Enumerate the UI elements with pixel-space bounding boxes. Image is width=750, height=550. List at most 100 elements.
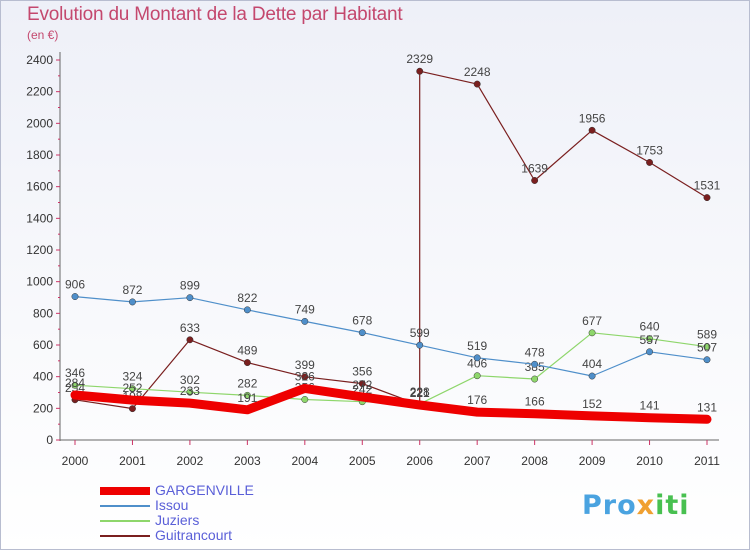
data-label: 152: [582, 397, 602, 411]
data-label: 489: [237, 344, 257, 358]
x-tick-label: 2008: [521, 454, 548, 468]
data-point: [646, 335, 653, 343]
data-label: 282: [237, 376, 257, 390]
data-label: 176: [467, 393, 487, 407]
y-tick-label: 0: [46, 433, 53, 447]
data-point: [129, 385, 136, 393]
legend-swatch: [100, 487, 150, 495]
series-line-guitrancourt: [74, 70, 708, 410]
data-label: 233: [180, 384, 200, 398]
x-tick-label: 2011: [694, 454, 720, 468]
y-tick-label: 1000: [26, 275, 53, 289]
data-point: [588, 329, 596, 337]
data-label: 399: [295, 358, 315, 372]
data-label: 899: [180, 279, 200, 293]
data-point: [703, 194, 711, 202]
data-point: [243, 359, 251, 367]
data-label: 1639: [521, 161, 548, 175]
data-point: [301, 396, 309, 403]
data-label: 507: [697, 341, 717, 355]
data-point: [416, 341, 424, 349]
data-label: 589: [697, 328, 717, 342]
data-label: 141: [640, 399, 660, 413]
data-label: 404: [582, 357, 602, 371]
data-point: [358, 380, 366, 388]
data-point: [588, 372, 596, 380]
x-tick-label: 2007: [464, 454, 491, 468]
data-label: 324: [122, 370, 142, 384]
data-label: 221: [410, 386, 430, 400]
x-tick-label: 2000: [62, 454, 89, 468]
y-tick-label: 600: [33, 338, 53, 352]
data-point: [71, 293, 79, 300]
data-label: 822: [237, 291, 257, 305]
data-label: 166: [525, 395, 545, 409]
data-point: [531, 177, 539, 184]
y-tick-label: 1800: [26, 148, 53, 162]
chart-subtitle: (en €): [27, 28, 59, 42]
data-label: 557: [640, 333, 660, 347]
data-label: 1753: [636, 143, 663, 157]
y-tick-label: 400: [33, 370, 53, 384]
data-label: 633: [180, 321, 200, 335]
legend-swatch: [100, 505, 150, 507]
y-tick-label: 2400: [26, 53, 53, 67]
data-point: [646, 348, 653, 356]
data-label: 406: [467, 357, 487, 371]
data-point: [186, 336, 194, 344]
data-point: [531, 375, 539, 383]
data-point: [358, 329, 366, 337]
x-tick-label: 2005: [349, 454, 376, 468]
y-tick-label: 1600: [26, 180, 53, 194]
x-tick-label: 2004: [291, 454, 318, 468]
data-label: 478: [525, 345, 545, 359]
y-tick-label: 800: [33, 306, 53, 320]
data-point: [186, 388, 194, 396]
data-point: [646, 158, 653, 166]
series-line-gargenville: [70, 383, 712, 424]
x-tick-label: 2003: [234, 454, 261, 468]
legend-label: Guitrancourt: [155, 527, 233, 543]
data-label: 906: [65, 278, 85, 292]
legend-label: Juziers: [155, 512, 200, 528]
data-point: [129, 405, 136, 413]
legend-label: GARGENVILLE: [155, 482, 254, 498]
data-label: 1956: [579, 111, 606, 125]
data-label: 228: [410, 385, 430, 399]
chart-title: Evolution du Montant de la Dette par Hab…: [27, 4, 403, 25]
data-point: [301, 317, 309, 325]
data-label: 640: [640, 320, 660, 334]
data-label: 284: [65, 376, 85, 390]
data-point: [416, 67, 424, 75]
data-label: 519: [467, 339, 487, 353]
data-label: 252: [122, 381, 142, 395]
x-tick-label: 2009: [579, 454, 606, 468]
data-point: [243, 391, 251, 399]
data-label: 1531: [694, 179, 721, 193]
data-point: [473, 372, 481, 380]
y-tick-label: 1200: [26, 243, 53, 257]
data-label: 677: [582, 314, 602, 328]
data-point: [301, 373, 309, 381]
legend-label: Issou: [155, 497, 189, 513]
y-tick-label: 1400: [26, 211, 53, 225]
data-label: 302: [180, 373, 200, 387]
data-label: 221: [410, 386, 430, 400]
series-line-juziers: [74, 332, 708, 405]
data-label: 356: [352, 365, 372, 379]
x-tick-label: 2002: [177, 454, 204, 468]
x-tick-label: 2001: [119, 454, 146, 468]
data-point: [129, 298, 136, 306]
data-label: 191: [237, 391, 257, 405]
data-label: 749: [295, 302, 315, 316]
data-label: 678: [352, 314, 372, 328]
data-point: [186, 294, 194, 302]
data-point: [473, 80, 481, 88]
x-tick-label: 2010: [636, 454, 663, 468]
data-label: 131: [697, 400, 717, 414]
data-point: [243, 306, 251, 314]
data-label: 346: [65, 366, 85, 380]
data-label: 326: [295, 369, 315, 383]
data-point: [473, 354, 481, 362]
